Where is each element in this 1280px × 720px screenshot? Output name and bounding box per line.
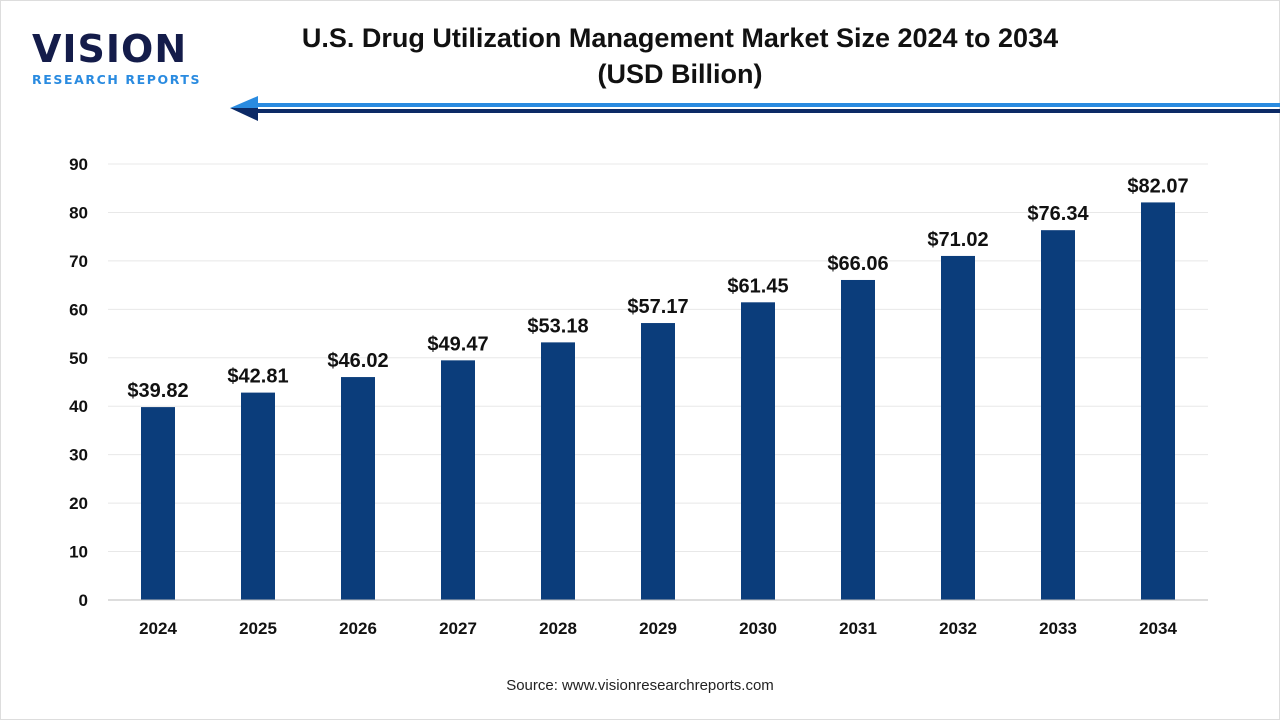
y-tick-label: 60 [69,300,88,319]
y-tick-label: 40 [69,397,88,416]
bar-2027 [441,360,475,600]
y-tick-label: 30 [69,446,88,465]
y-tick-label: 80 [69,203,88,222]
source-text: Source: www.visionresearchreports.com [506,677,774,694]
x-tick-label: 2028 [539,619,577,638]
logo-sub-text: RESEARCH REPORTS [32,72,202,87]
data-label-2026: $46.02 [327,350,388,372]
title-line: U.S. Drug Utilization Management Market … [301,23,1059,53]
data-label-2025: $42.81 [227,366,288,388]
header-arrow [230,96,1280,121]
arrow-line-light [250,103,1280,107]
bar-2033 [1041,230,1075,600]
bar-2034 [1141,202,1175,600]
bar-2030 [741,302,775,600]
x-tick-label: 2024 [139,619,177,638]
chart-title: U.S. Drug Utilization Management Market … [250,20,1110,92]
x-tick-label: 2025 [239,619,277,638]
arrow-head-dark-icon [230,108,258,121]
x-tick-label: 2032 [939,619,977,638]
arrow-head-light-icon [230,96,258,108]
subtitle-line: (USD Billion) [597,59,763,89]
y-tick-label: 0 [79,591,88,610]
x-tick-label: 2029 [639,619,677,638]
data-label-2032: $71.02 [927,229,988,251]
data-label-2033: $76.34 [1027,203,1089,225]
bar-2025 [241,392,275,600]
x-tick-label: 2034 [1139,619,1177,638]
y-tick-label: 10 [69,543,88,562]
y-tick-label: 20 [69,494,88,513]
data-label-2030: $61.45 [727,275,788,297]
x-tick-label: 2033 [1039,619,1077,638]
x-tick-label: 2027 [439,619,477,638]
y-tick-label: 50 [69,349,88,368]
x-tick-label: 2031 [839,619,877,638]
logo: VISION RESEARCH REPORTS [32,30,201,87]
data-label-2031: $66.06 [827,253,888,275]
y-tick-label: 90 [69,155,88,174]
data-label-2029: $57.17 [627,296,688,318]
data-label-2024: $39.82 [127,380,188,402]
data-label-2034: $82.07 [1127,175,1188,197]
bar-2031 [841,279,875,600]
data-label-2028: $53.18 [527,315,588,337]
x-tick-label: 2026 [339,619,377,638]
bar-2028 [541,342,575,600]
bar-2026 [341,377,375,600]
data-label-2027: $49.47 [427,333,488,355]
arrow-line-dark [250,109,1280,113]
bar-2024 [141,407,175,600]
x-tick-label: 2030 [739,619,777,638]
bar-2029 [641,323,675,600]
y-tick-label: 70 [69,252,88,271]
logo-main-text: VISION [32,27,188,71]
bar-2032 [941,255,975,600]
